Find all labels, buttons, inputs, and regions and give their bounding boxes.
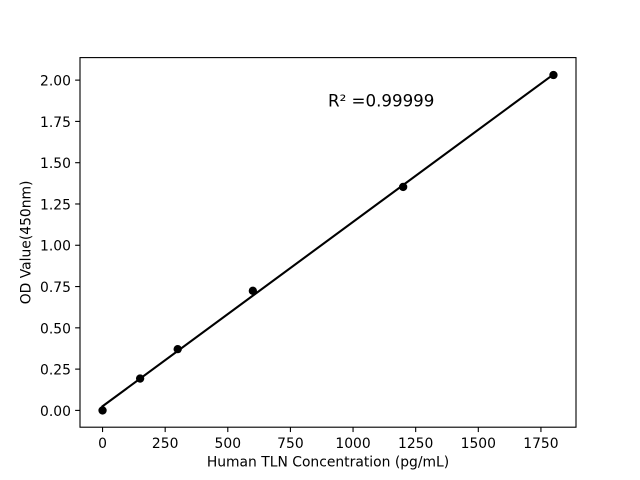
data-point <box>549 70 558 80</box>
y-axis-label: OD Value(450nm) <box>18 181 34 305</box>
x-tick-label: 1000 <box>335 436 370 452</box>
r-squared-annotation: R² =0.99999 <box>328 92 434 111</box>
data-point <box>248 286 258 296</box>
x-tick-label: 1500 <box>461 436 496 452</box>
y-tick-label: 0.75 <box>40 280 71 296</box>
x-tick-label: 750 <box>277 436 303 452</box>
data-point <box>173 344 182 354</box>
y-tick-label: 1.25 <box>40 197 71 213</box>
x-tick-label: 500 <box>215 436 241 452</box>
axis-tick-labels: 0 250 500 750 1000 1250 1500 1750 0.00 0.25 0.50 0.… <box>40 74 559 452</box>
data-point <box>98 406 107 415</box>
x-tick-label: 1250 <box>398 436 433 452</box>
x-tick-label: 250 <box>152 436 178 452</box>
y-tick-label: 0.00 <box>40 404 71 420</box>
y-tick-label: 1.75 <box>40 115 71 131</box>
data-point <box>135 374 145 383</box>
y-tick-label: 0.25 <box>40 363 71 379</box>
x-tick-label: 0 <box>98 436 107 452</box>
y-tick-label: 1.00 <box>40 239 71 255</box>
axis-ticks <box>75 79 542 433</box>
y-tick-label: 0.50 <box>40 321 71 337</box>
x-axis-label: Human TLN Concentration (pg/mL) <box>207 455 449 471</box>
data-point <box>398 182 408 192</box>
y-tick-label: 2.00 <box>40 74 71 90</box>
x-tick-label: 1750 <box>523 436 558 452</box>
y-tick-label: 1.50 <box>40 156 71 172</box>
plot-frame <box>79 57 577 428</box>
data-points <box>98 70 558 415</box>
